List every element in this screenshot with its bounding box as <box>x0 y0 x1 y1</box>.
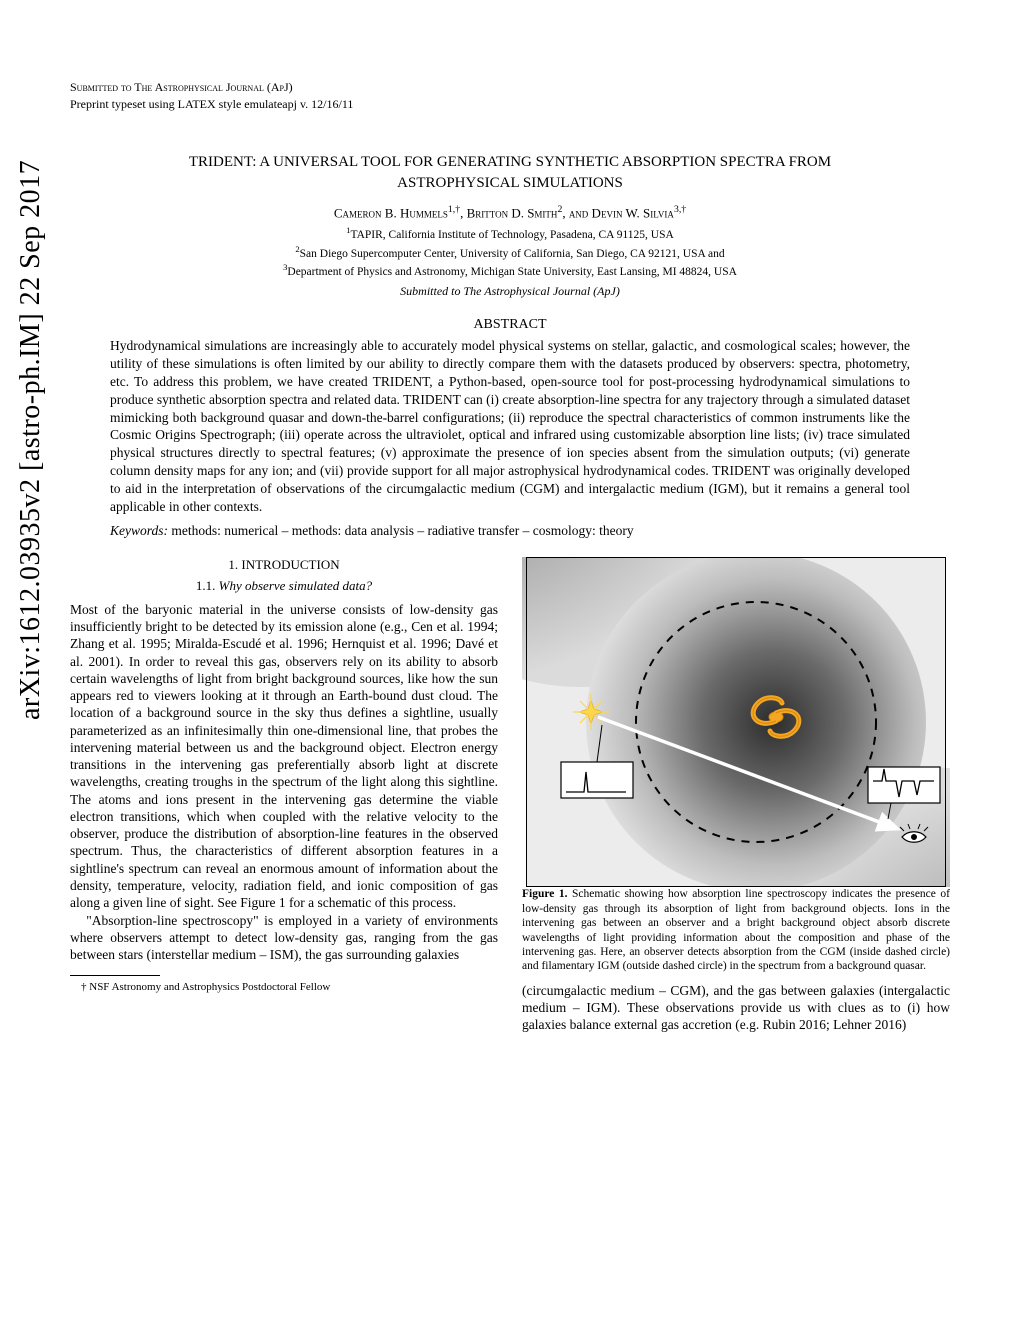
journal-header: Submitted to The Astrophysical Journal (… <box>70 80 950 95</box>
keywords-text: methods: numerical – methods: data analy… <box>168 523 634 538</box>
paper-title: TRIDENT: A UNIVERSAL TOOL FOR GENERATING… <box>130 152 890 194</box>
preprint-line: Preprint typeset using LATEX style emula… <box>70 97 950 112</box>
abstract-heading: ABSTRACT <box>70 317 950 333</box>
figure-1-svg <box>522 557 950 887</box>
body-para-1: Most of the baryonic material in the uni… <box>70 601 498 912</box>
subsection-title: Why observe simulated data? <box>219 578 372 593</box>
author-sep-2: , and Devin W. Silvia <box>562 205 674 220</box>
journal-header-text: Submitted to The Astrophysical Journal (… <box>70 80 293 94</box>
abstract-body: Hydrodynamical simulations are increasin… <box>110 337 910 515</box>
footnote: † NSF Astronomy and Astrophysics Postdoc… <box>70 980 498 994</box>
footnote-rule <box>70 975 160 976</box>
keywords: Keywords: methods: numerical – methods: … <box>110 523 910 539</box>
affil-3: Department of Physics and Astronomy, Mic… <box>287 266 737 278</box>
author-sep-1: , Britton D. Smith <box>460 205 557 220</box>
figure-1-caption-text: Schematic showing how absorption line sp… <box>522 888 950 972</box>
two-column-body: 1. INTRODUCTION 1.1. Why observe simulat… <box>70 557 950 1033</box>
left-column: 1. INTRODUCTION 1.1. Why observe simulat… <box>70 557 498 1033</box>
author-1: Cameron B. Hummels <box>334 205 448 220</box>
arxiv-id: arXiv:1612.03935v2 [astro-ph.IM] 22 Sep … <box>15 160 47 720</box>
section-1-heading: 1. INTRODUCTION <box>70 557 498 574</box>
authors: Cameron B. Hummels1,†, Britton D. Smith2… <box>70 204 950 221</box>
subsection-1-1-heading: 1.1. Why observe simulated data? <box>70 578 498 595</box>
affil-2: San Diego Supercomputer Center, Universi… <box>300 248 725 260</box>
keywords-label: Keywords: <box>110 523 168 538</box>
submitted-line: Submitted to The Astrophysical Journal (… <box>70 284 950 299</box>
figure-1: Figure 1. Schematic showing how absorpti… <box>522 557 950 973</box>
affil-1: TAPIR, California Institute of Technolog… <box>350 229 673 241</box>
right-column: Figure 1. Schematic showing how absorpti… <box>522 557 950 1033</box>
author-1-affil: 1,† <box>448 204 460 215</box>
body-para-2: "Absorption-line spectroscopy" is employ… <box>70 912 498 964</box>
body-para-3: (circumgalactic medium – CGM), and the g… <box>522 982 950 1034</box>
author-3-affil: 3,† <box>674 204 686 215</box>
subsection-num: 1.1. <box>196 578 219 593</box>
figure-1-label: Figure 1. <box>522 888 568 900</box>
figure-1-caption: Figure 1. Schematic showing how absorpti… <box>522 887 950 973</box>
affiliations: 1TAPIR, California Institute of Technolo… <box>70 225 950 280</box>
